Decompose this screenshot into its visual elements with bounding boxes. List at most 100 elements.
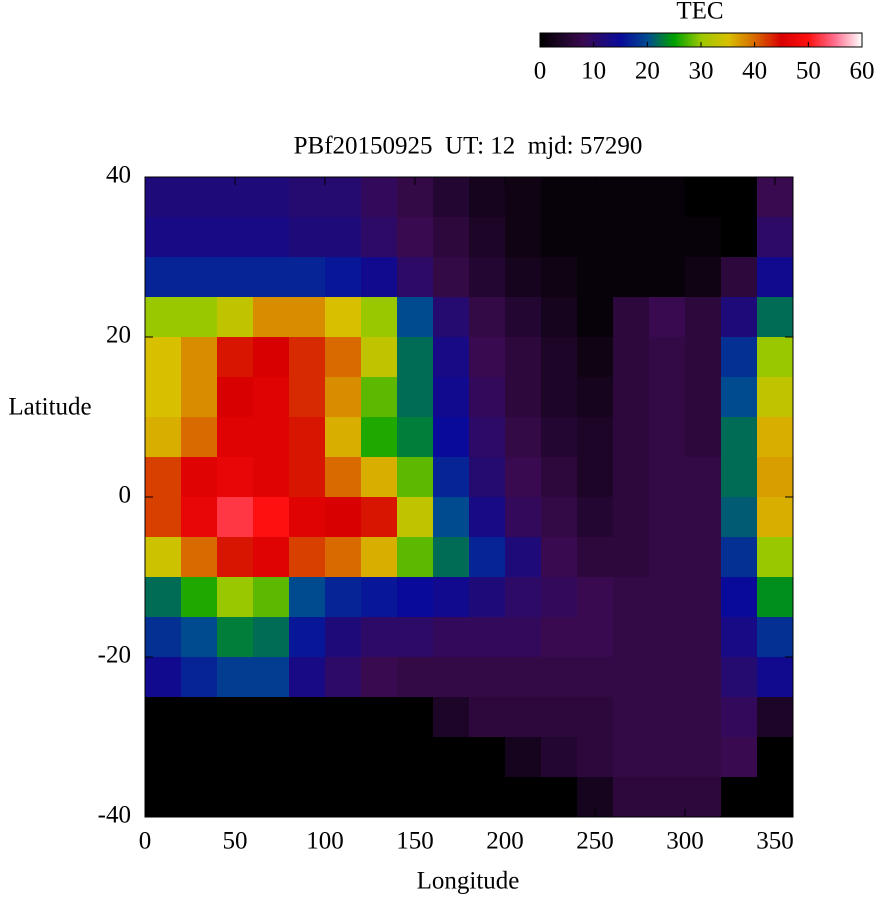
heat-cell [757, 617, 794, 658]
heat-cell [721, 217, 758, 258]
heat-cell [181, 697, 218, 738]
heat-cell [145, 457, 182, 498]
heat-cell [145, 737, 182, 778]
heat-cell [253, 577, 290, 618]
heat-cell [397, 737, 434, 778]
heat-cell [145, 177, 182, 218]
heat-cell [325, 217, 362, 258]
heat-cell [145, 497, 182, 538]
heat-cell [397, 297, 434, 338]
heat-cell [613, 217, 650, 258]
heat-cell [721, 697, 758, 738]
heat-cell [289, 697, 326, 738]
heat-cell [145, 537, 182, 578]
heat-cell [613, 777, 650, 818]
heat-cell [685, 177, 722, 218]
heat-cell [469, 537, 506, 578]
heat-cell [541, 737, 578, 778]
heat-cell [757, 377, 794, 418]
heat-cell [613, 377, 650, 418]
heat-cell [325, 417, 362, 458]
heat-cell [721, 777, 758, 818]
heat-cell [397, 617, 434, 658]
heat-cell [469, 577, 506, 618]
heat-cell [685, 337, 722, 378]
heat-cell [289, 617, 326, 658]
heat-cell [433, 417, 470, 458]
heat-cell [253, 737, 290, 778]
chart-title: PBf20150925 UT: 12 mjd: 57290 [294, 133, 643, 160]
heat-cell [145, 337, 182, 378]
heat-cell [361, 377, 398, 418]
heat-cell [433, 257, 470, 298]
heat-cell [325, 657, 362, 698]
heat-cell [181, 617, 218, 658]
heat-cell [757, 537, 794, 578]
heat-cell [217, 617, 254, 658]
heat-cell [145, 657, 182, 698]
heat-cell [685, 497, 722, 538]
heat-cell [505, 777, 542, 818]
colorbar-tick-label: 20 [635, 58, 660, 85]
heat-cell [145, 577, 182, 618]
heat-cell [325, 777, 362, 818]
heat-cell [469, 697, 506, 738]
heat-cell [685, 217, 722, 258]
heat-cell [505, 217, 542, 258]
heat-cell [289, 577, 326, 618]
heat-cell [253, 257, 290, 298]
heat-cell [649, 577, 686, 618]
heat-cell [577, 417, 614, 458]
heat-cell [721, 297, 758, 338]
x-tick-label: 0 [139, 828, 152, 855]
heat-cell [649, 617, 686, 658]
heat-cell [433, 657, 470, 698]
heat-cell [181, 457, 218, 498]
heat-cell [613, 337, 650, 378]
heat-cell [469, 177, 506, 218]
heat-cell [361, 457, 398, 498]
heat-cell [433, 337, 470, 378]
heat-cell [361, 537, 398, 578]
heat-cell [289, 377, 326, 418]
heat-cell [613, 497, 650, 538]
heat-cell [145, 777, 182, 818]
colorbar-tick-label: 60 [850, 58, 875, 85]
heat-cell [613, 617, 650, 658]
heat-cell [217, 217, 254, 258]
heat-cell [505, 617, 542, 658]
heat-cell [469, 457, 506, 498]
heat-cell [649, 777, 686, 818]
heat-cell [649, 297, 686, 338]
colorbar-title: TEC [676, 0, 723, 25]
heat-cell [577, 257, 614, 298]
heat-cell [721, 497, 758, 538]
heat-cell [325, 737, 362, 778]
heat-cell [181, 537, 218, 578]
heat-cell [433, 457, 470, 498]
heat-cell [181, 577, 218, 618]
heat-cell [469, 337, 506, 378]
heat-cell [577, 737, 614, 778]
heat-cell [505, 337, 542, 378]
heat-cell [541, 257, 578, 298]
heat-cell [253, 537, 290, 578]
heat-cell [217, 257, 254, 298]
heat-cell [757, 417, 794, 458]
heat-cell [721, 417, 758, 458]
heat-cell [577, 657, 614, 698]
y-tick-label: 40 [106, 162, 131, 189]
heat-cell [181, 417, 218, 458]
heat-cell [325, 577, 362, 618]
y-tick-label: 20 [106, 322, 131, 349]
heat-cell [613, 417, 650, 458]
heat-cell [541, 497, 578, 538]
heat-cell [289, 777, 326, 818]
heat-cell [685, 697, 722, 738]
heat-cell [145, 617, 182, 658]
heat-cell [325, 257, 362, 298]
x-tick-label: 350 [756, 828, 794, 855]
heat-cell [361, 577, 398, 618]
heat-cell [325, 537, 362, 578]
heat-cell [757, 657, 794, 698]
